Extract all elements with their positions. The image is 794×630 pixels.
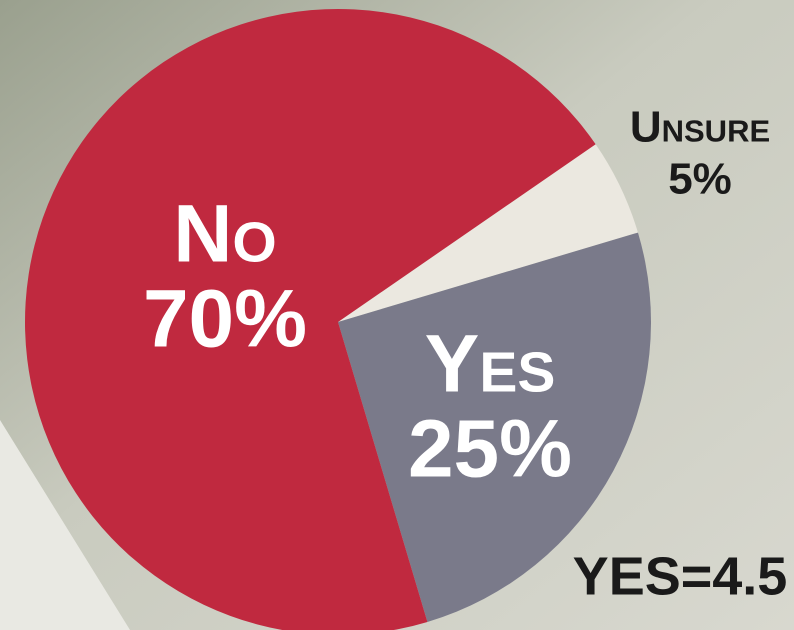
slice-name: Unsure [630,103,770,152]
slice-name: Yes [425,319,556,410]
slice-value: 25% [408,404,572,495]
pie [25,9,651,630]
background-shape [0,420,130,630]
annotation: YES=4.5 [573,546,788,606]
pie-slice [338,144,638,322]
pie-slice [338,232,651,622]
slice-value: 70% [143,274,307,365]
slice-value: 5% [668,155,732,204]
pie-slice [25,9,596,630]
slice-name: No [173,189,277,280]
